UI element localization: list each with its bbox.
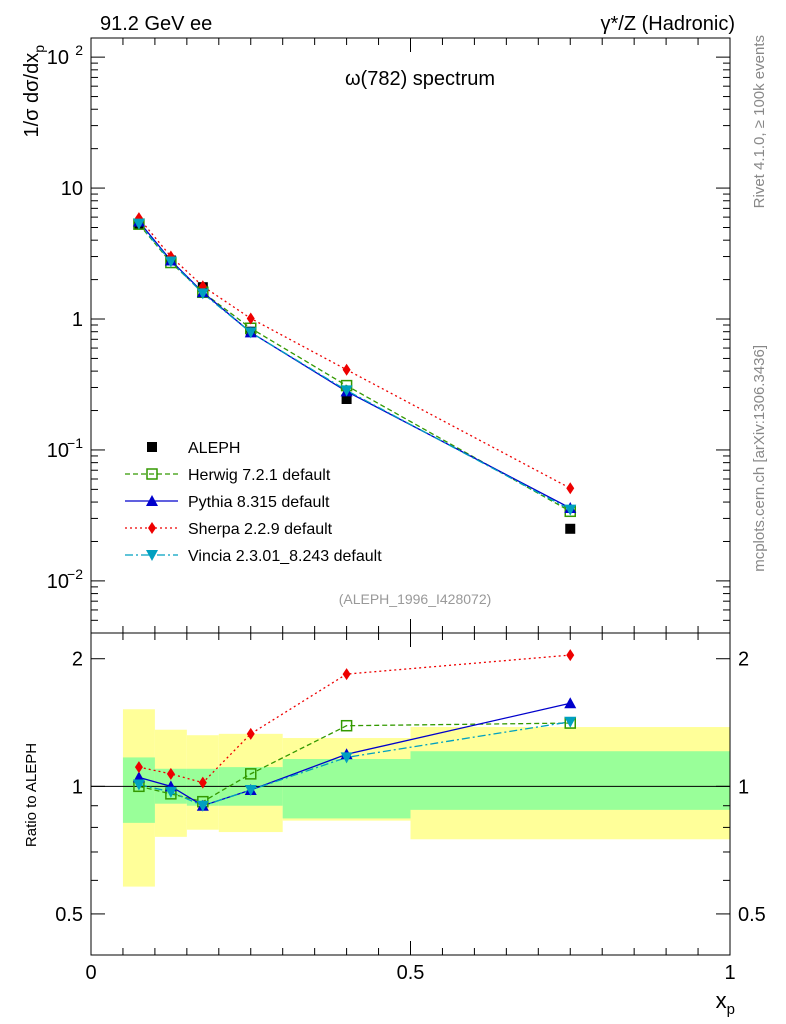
- ratio-point: [198, 776, 207, 789]
- ratio-panel-series: [132, 649, 577, 812]
- legend-label: ALEPH: [188, 440, 240, 457]
- data-point: [244, 327, 257, 339]
- legend-label: Pythia 8.315 default: [188, 494, 330, 511]
- y-tick-label-top: 10: [47, 440, 69, 462]
- chart-title: ω(782) spectrum: [345, 68, 495, 90]
- legend-marker: [147, 442, 157, 452]
- ratio-point: [164, 786, 177, 798]
- data-point: [565, 523, 576, 534]
- series-line: [138, 223, 571, 511]
- y-tick-label-ratio: 0.5: [55, 904, 83, 926]
- ratio-point: [134, 761, 143, 774]
- ratio-point: [244, 785, 257, 797]
- ratio-point: [132, 779, 145, 791]
- y-tick-label-top: 10: [47, 571, 69, 593]
- data-point: [340, 385, 353, 397]
- y-axis-label-top: 1/σ dσ/dxp: [21, 45, 47, 138]
- y-tick-exp-top: −1: [67, 435, 83, 451]
- y-tick-exp-top: 2: [75, 42, 83, 58]
- y-axis-label-ratio: Ratio to ALEPH: [23, 743, 40, 847]
- y-tick-exp-top: −2: [67, 566, 83, 582]
- ratio-point: [566, 649, 575, 662]
- top-panel-series: [132, 212, 577, 534]
- header-left: 91.2 GeV ee: [100, 13, 212, 35]
- y-tick-label-ratio-right: 2: [738, 649, 749, 671]
- legend-label: Herwig 7.2.1 default: [188, 467, 331, 484]
- data-point: [164, 256, 177, 268]
- legend-marker: [146, 468, 158, 480]
- legend-marker: [146, 550, 158, 561]
- y-tick-label-ratio: 1: [72, 776, 83, 798]
- rivet-label: Rivet 4.1.0, ≥ 100k events: [751, 35, 768, 208]
- y-tick-label-top: 1: [72, 309, 83, 331]
- legend: ALEPH Herwig 7.2.1 default Pythia 8.315 de…: [125, 440, 382, 565]
- ratio-point: [196, 800, 209, 812]
- data-point: [566, 482, 575, 495]
- y-tick-label-ratio-right: 0.5: [738, 904, 766, 926]
- x-tick-label: 1: [724, 962, 735, 984]
- data-point: [246, 312, 255, 325]
- data-point: [132, 218, 145, 230]
- data-point: [342, 363, 351, 376]
- stat-uncertainty-band: [410, 751, 730, 810]
- x-tick-label: 0: [85, 962, 96, 984]
- x-axis-label: xp: [716, 988, 735, 1018]
- ratio-panel-axes: 0.5 0.5 1 1 2 2 0 0.5 1: [55, 632, 766, 984]
- data-point: [564, 504, 577, 516]
- y-tick-label-ratio-right: 1: [738, 776, 749, 798]
- top-panel-frame: [90, 37, 731, 634]
- legend-marker: [146, 495, 158, 506]
- series-line: [138, 217, 571, 489]
- ratio-point: [342, 668, 351, 681]
- ratio-point: [340, 752, 353, 764]
- ratio-point: [340, 719, 353, 732]
- x-tick-label: 0.5: [397, 962, 425, 984]
- ratio-point: [246, 727, 255, 740]
- watermark: (ALEPH_1996_I428072): [339, 591, 492, 607]
- ratio-point: [245, 768, 257, 780]
- ratio-point: [166, 767, 175, 780]
- legend-label: Vincia 2.3.01_8.243 default: [188, 548, 382, 565]
- series-line: [138, 223, 571, 512]
- y-tick-label-ratio: 2: [72, 649, 83, 671]
- data-point: [341, 393, 352, 404]
- y-tick-label-top: 10: [61, 178, 83, 200]
- ratio-point: [564, 716, 577, 728]
- data-point: [196, 288, 209, 300]
- header-right: γ*/Z (Hadronic): [601, 13, 735, 35]
- stat-uncertainty-band: [282, 759, 411, 819]
- legend-marker: [148, 522, 156, 534]
- ratio-point: [564, 697, 577, 709]
- y-tick-label-top: 10: [47, 47, 69, 69]
- series-line: [138, 221, 571, 509]
- ratio-line: [138, 654, 571, 784]
- mcplots-label: mcplots.cern.ch [arXiv:1306.3436]: [751, 345, 768, 572]
- legend-label: Sherpa 2.2.9 default: [188, 521, 333, 538]
